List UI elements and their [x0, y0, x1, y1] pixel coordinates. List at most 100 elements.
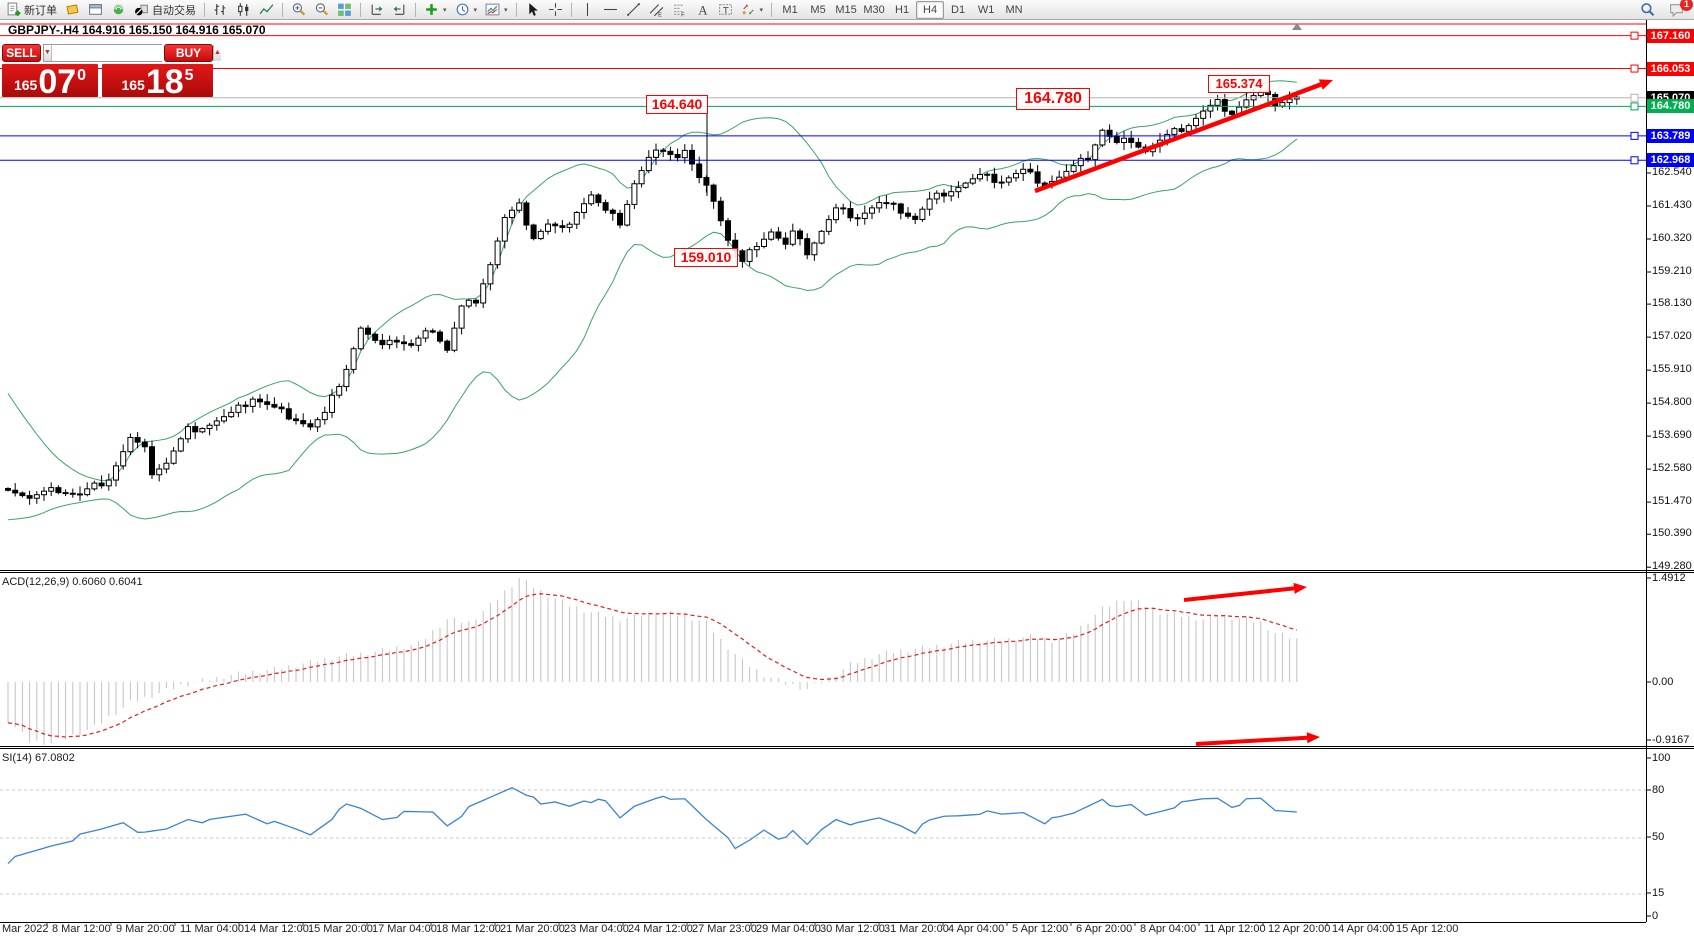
trendline-button[interactable]: [622, 0, 645, 20]
timeframe-button-h1[interactable]: H1: [895, 3, 910, 16]
new-order-button-label: 新订单: [24, 4, 57, 17]
sell-price-tile[interactable]: 165 07 0: [2, 64, 98, 99]
timeframe-button-mn[interactable]: MN: [1005, 3, 1023, 16]
macd-indicator-label: ACD(12,26,9) 0.6060 0.6041: [2, 576, 143, 588]
price-tick-label: 162.540: [1652, 166, 1692, 178]
data-window-button[interactable]: [84, 0, 107, 20]
one-click-trade-panel: SELL ▼ ▲ BUY 165 07 0 165 18 5: [2, 44, 221, 117]
price-tick-label: 154.800: [1652, 396, 1692, 409]
templates-button[interactable]: ▾: [481, 0, 512, 20]
time-axis-label: 4 Apr 04:00: [948, 923, 1005, 935]
macd-axis-label: -0.9167: [1652, 734, 1690, 746]
time-axis-label: 21 Mar 20:00: [500, 923, 565, 935]
price-annotation[interactable]: 165.374: [1208, 75, 1270, 93]
zoom-out-button[interactable]: [310, 0, 333, 20]
rsi-axis-label: 80: [1652, 784, 1665, 796]
time-axis-label: 14 Apr 04:00: [1332, 923, 1395, 935]
macd-axis-label: 1.4912: [1652, 572, 1686, 584]
buy-price-tile[interactable]: 165 18 5: [102, 64, 213, 99]
trendline-icon: [626, 3, 640, 16]
periods-icon: [456, 3, 468, 16]
time-axis-label: 12 Apr 20:00: [1268, 923, 1331, 935]
rsi-axis-label: 0: [1652, 910, 1659, 922]
auto-trading-button[interactable]: 自动交易: [130, 0, 200, 20]
price-tick-label: 151.470: [1652, 495, 1692, 508]
search-icon: [1641, 3, 1655, 17]
auto-scroll-icon: [371, 4, 383, 15]
new-order-icon: [7, 2, 21, 16]
channel-button[interactable]: E: [645, 0, 668, 20]
timeframe-button-m15[interactable]: M15: [835, 3, 857, 16]
volume-up-button[interactable]: ▲: [212, 45, 221, 61]
auto-scroll-button[interactable]: [365, 0, 388, 20]
time-axis-label: 11 Mar 04:00: [180, 923, 245, 935]
text-button[interactable]: A: [691, 0, 714, 20]
svg-text:T: T: [722, 5, 728, 16]
price-annotation[interactable]: 159.010: [674, 248, 738, 267]
market-watch-button[interactable]: [61, 0, 84, 20]
chart-shift-marker[interactable]: [1292, 23, 1302, 30]
timeframe-button-m30[interactable]: M30: [863, 3, 885, 16]
rsi-indicator-label: SI(14) 67.0802: [2, 752, 75, 764]
label-button[interactable]: T: [714, 0, 737, 20]
time-axis-label: 17 Mar 04:00: [372, 923, 437, 935]
volume-stepper: ▼ ▲: [43, 44, 221, 62]
toolbar-separator: [771, 2, 773, 17]
volume-down-button[interactable]: ▼: [44, 45, 52, 61]
vline-button[interactable]: [576, 0, 599, 20]
zoom-in-icon: [292, 3, 306, 16]
timeframe-button-m5[interactable]: M5: [810, 3, 826, 16]
price-annotation[interactable]: 164.640: [646, 95, 708, 114]
fibonacci-button[interactable]: F: [668, 0, 691, 20]
dropdown-caret-icon: ▾: [759, 6, 764, 14]
crosshair-icon: [548, 3, 562, 16]
cursor-button[interactable]: [521, 0, 544, 20]
time-axis-label: 15 Mar 20:00: [308, 923, 373, 935]
timeframe-button-h4[interactable]: H4: [916, 0, 945, 19]
chart-canvas: [0, 20, 1651, 926]
svg-text:A: A: [698, 3, 708, 17]
toolbar-separator: [204, 2, 205, 17]
timeframe-button-m1[interactable]: M1: [782, 3, 798, 16]
signals-button[interactable]: [107, 0, 130, 20]
trade-panel-row: SELL ▼ ▲ BUY: [2, 44, 221, 62]
chart-area[interactable]: GBPJPY-.H4 164.916 165.150 164.916 165.0…: [0, 20, 1694, 938]
tile-icon: [338, 3, 351, 16]
tile-windows-button[interactable]: [333, 0, 356, 20]
bar-chart-button[interactable]: [209, 0, 232, 20]
sell-button[interactable]: SELL: [2, 44, 41, 62]
periods-button[interactable]: ▾: [451, 0, 482, 20]
time-axis-label: 8 Mar 12:00: [52, 923, 111, 935]
market-watch-icon: [66, 4, 79, 15]
dropdown-caret-icon: ▾: [443, 6, 447, 14]
price-tick-label: 158.130: [1652, 297, 1692, 310]
zoom-in-button[interactable]: [287, 0, 310, 20]
price-level-label: 162.968: [1647, 153, 1694, 168]
signals-icon: [113, 4, 124, 15]
new-order-button[interactable]: 新订单: [2, 0, 61, 20]
hline-button[interactable]: [599, 0, 622, 20]
time-axis-label: 29 Mar 04:00: [756, 923, 821, 935]
svg-text:E: E: [658, 12, 662, 17]
indicators-button[interactable]: ▾: [420, 0, 451, 20]
time-axis-label: 9 Mar 20:00: [116, 923, 175, 935]
timeframe-button-w1[interactable]: W1: [977, 3, 995, 16]
channel-icon: E: [649, 4, 663, 17]
line-chart-button[interactable]: [255, 0, 278, 20]
chart-shift-button[interactable]: [388, 0, 411, 20]
price-annotation[interactable]: 164.780: [1016, 88, 1090, 110]
toolbar-separator: [415, 2, 416, 17]
price-tick-label: 157.020: [1652, 330, 1692, 343]
price-level-label: 164.780: [1647, 99, 1694, 114]
price-tick-label: 150.390: [1652, 527, 1692, 540]
crosshair-button[interactable]: [544, 0, 567, 20]
toolbar-separator: [515, 2, 517, 17]
candlestick-button[interactable]: [232, 0, 255, 20]
auto-trading-icon: [135, 4, 148, 16]
timeframe-button-d1[interactable]: D1: [951, 3, 966, 16]
chat-button[interactable]: 1: [1665, 0, 1693, 20]
chart-symbol-title: GBPJPY-.H4 164.916 165.150 164.916 165.0…: [8, 23, 266, 37]
arrows-button[interactable]: ▾: [737, 0, 768, 20]
buy-button[interactable]: BUY: [164, 44, 213, 62]
search-button[interactable]: [1636, 0, 1659, 20]
